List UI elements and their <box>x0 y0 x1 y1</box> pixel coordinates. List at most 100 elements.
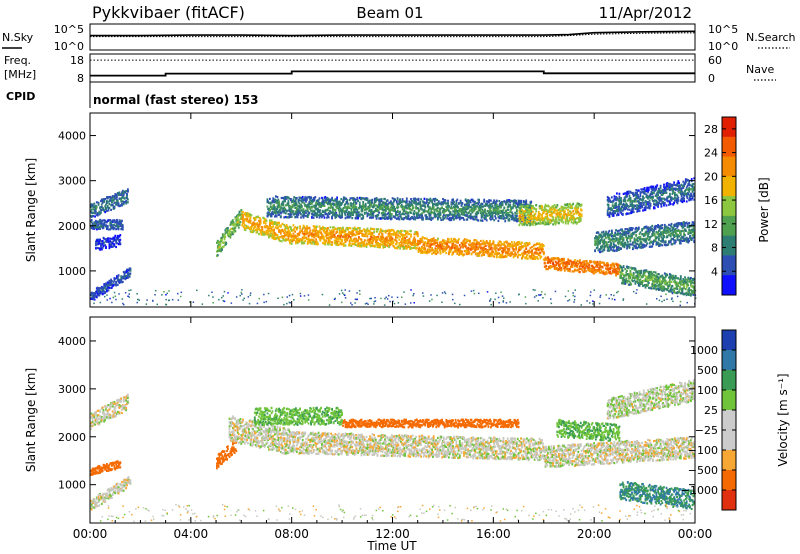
echo-cell <box>274 233 277 236</box>
echo-cell <box>406 230 409 233</box>
echo-cell <box>516 219 519 222</box>
echo-cell <box>303 234 306 238</box>
echo-cell <box>323 227 326 230</box>
echo-cell <box>382 211 385 214</box>
echo-cell <box>110 208 112 211</box>
echo-cell <box>375 228 378 231</box>
echo-cell <box>451 246 454 249</box>
echo-cell <box>356 196 359 199</box>
echo-cell <box>295 236 297 239</box>
echo-cell <box>221 238 223 241</box>
echo-cell <box>397 234 400 237</box>
echo-cell <box>595 269 598 272</box>
echo-cell <box>231 231 233 234</box>
echo-cell <box>423 197 426 200</box>
echo-cell <box>117 202 120 205</box>
echo-cell <box>354 243 357 246</box>
echo-cell <box>573 261 575 264</box>
echo-cell <box>353 210 356 213</box>
echo-cell <box>379 201 381 204</box>
echo-cell <box>577 263 580 266</box>
echo-cell <box>367 238 370 241</box>
echo-cell <box>242 219 245 223</box>
echo-cell <box>474 248 477 251</box>
echo-cell <box>452 198 454 201</box>
echo-cell <box>553 257 556 260</box>
echo-cell <box>95 206 98 209</box>
echo-cell <box>99 248 101 251</box>
echo-cell <box>478 254 480 257</box>
echo-cell <box>254 217 257 220</box>
echo-cell <box>479 239 482 243</box>
echo-cell <box>301 231 304 234</box>
echo-cell <box>455 200 458 203</box>
echo-cell <box>381 202 384 205</box>
echo-cell <box>90 221 93 224</box>
echo-cell <box>463 239 465 242</box>
echo-cell <box>400 216 402 219</box>
echo-cell <box>531 249 533 252</box>
echo-cell <box>113 244 116 248</box>
echo-cell <box>295 235 297 238</box>
echo-cell <box>427 212 430 215</box>
echo-cell <box>411 240 414 243</box>
echo-cell <box>319 209 322 212</box>
echo-cell <box>500 250 503 253</box>
echo-cell <box>442 214 445 217</box>
echo-cell <box>100 291 103 294</box>
echo-cell <box>305 211 307 214</box>
echo-cell <box>515 206 517 209</box>
echo-cell <box>399 235 401 238</box>
echo-cell <box>583 270 585 274</box>
echo-cell <box>110 225 112 228</box>
echo-cell <box>352 213 354 217</box>
echo-cell <box>216 254 219 257</box>
echo-cell <box>475 213 478 216</box>
echo-cell <box>489 246 491 249</box>
echo-cell <box>109 228 112 231</box>
echo-cell <box>269 209 271 212</box>
echo-cell <box>384 209 387 213</box>
echo-cell <box>490 243 493 246</box>
echo-cell <box>95 242 97 245</box>
echo-cell <box>479 245 481 248</box>
echo-cell <box>434 239 437 242</box>
echo-cell <box>404 239 407 242</box>
echo-cell <box>311 198 314 202</box>
echo-cell <box>319 228 322 231</box>
echo-cell <box>270 214 273 217</box>
echo-cell <box>554 267 557 270</box>
echo-cell <box>351 240 354 243</box>
echo-cell <box>249 216 252 219</box>
echo-cell <box>360 206 363 209</box>
echo-cell <box>423 243 426 246</box>
echo-cell <box>486 241 489 244</box>
echo-cell <box>396 214 399 217</box>
echo-cell <box>398 238 401 241</box>
echo-cell <box>603 262 606 265</box>
echo-cell <box>526 242 528 245</box>
echo-cell <box>392 204 395 207</box>
echo-cell <box>451 253 454 256</box>
echo-cell <box>404 234 407 237</box>
echo-cell <box>569 268 571 271</box>
echo-cell <box>426 198 428 201</box>
echo-cell <box>319 239 322 242</box>
echo-cell <box>358 215 361 218</box>
echo-cell <box>360 238 363 241</box>
echo-cell <box>249 221 252 224</box>
echo-cell <box>344 229 347 232</box>
echo-cell <box>272 204 275 207</box>
echo-cell <box>348 211 351 214</box>
echo-cell <box>511 251 513 254</box>
echo-cell <box>476 201 479 204</box>
echo-cell <box>390 233 393 236</box>
echo-cell <box>290 215 293 218</box>
echo-cell <box>438 245 441 248</box>
echo-cell <box>308 238 311 241</box>
echo-cell <box>384 213 387 216</box>
echo-cell <box>489 205 491 208</box>
echo-cell <box>479 206 482 209</box>
echo-cell <box>442 249 444 252</box>
echo-cell <box>415 203 417 206</box>
